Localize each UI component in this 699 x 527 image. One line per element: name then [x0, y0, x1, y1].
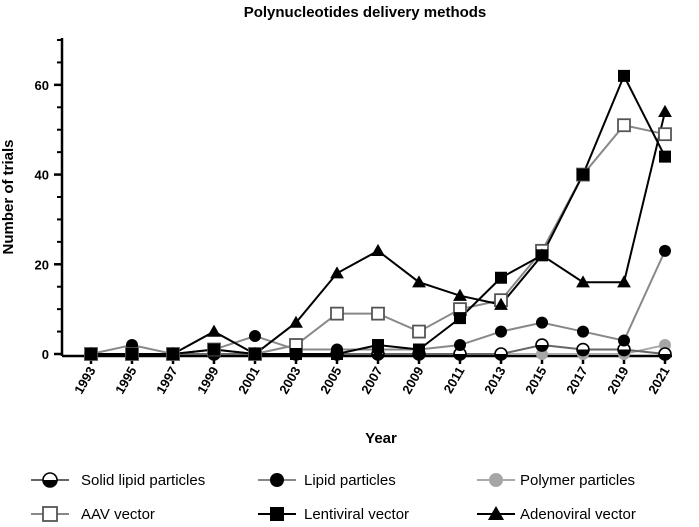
data-point [495, 271, 507, 284]
marker-fill [618, 349, 630, 356]
data-point [371, 306, 385, 321]
data-point [617, 118, 631, 133]
legend-label: Lentiviral vector [304, 506, 409, 523]
series-line [90, 250, 666, 356]
x-tick-label: 1995 [112, 364, 139, 397]
legend-item: Lentiviral vector [258, 506, 409, 523]
data-point [577, 168, 589, 181]
data-point [535, 338, 549, 352]
data-point [618, 334, 630, 347]
data-point [576, 275, 590, 288]
legend-item: Lipid particles [258, 472, 396, 489]
data-point [536, 316, 548, 329]
data-point [207, 324, 221, 337]
legend-item: Polymer particles [477, 472, 635, 489]
data-point [372, 339, 384, 352]
data-point [208, 343, 220, 356]
legend-label: Solid lipid particles [81, 472, 205, 489]
data-point [495, 325, 507, 338]
data-point [617, 342, 631, 357]
x-tick-label: 1999 [194, 364, 221, 397]
data-point [331, 348, 343, 360]
data-point [576, 342, 590, 357]
y-axis-label: Number of trials [0, 139, 17, 254]
x-axis-label: Year [365, 430, 397, 447]
data-point [453, 288, 467, 301]
data-point [290, 348, 302, 360]
data-point [535, 248, 549, 261]
y-tick-label: 40 [35, 168, 49, 183]
legend-marker [42, 472, 58, 488]
data-point [413, 343, 425, 356]
x-tick-label: 1997 [153, 364, 180, 397]
legend-marker [489, 473, 503, 487]
legend-marker [487, 505, 505, 521]
y-tick-label: 60 [35, 78, 49, 93]
legend-label: Adenoviral vector [520, 506, 636, 523]
data-point [659, 244, 671, 257]
data-point [454, 312, 466, 325]
marker-fill [577, 349, 589, 356]
data-point [658, 104, 672, 117]
x-tick-label: 2009 [399, 364, 426, 397]
data-point [249, 330, 261, 343]
data-point [617, 275, 631, 288]
data-point [658, 347, 672, 361]
data-point [166, 347, 180, 360]
legend-marker [42, 506, 58, 522]
data-point [371, 243, 385, 257]
data-point [125, 347, 139, 360]
marker-fill [495, 354, 507, 360]
legend-marker [270, 473, 284, 487]
x-tick-label: 2001 [235, 364, 262, 397]
legend-item: AAV vector [31, 506, 155, 523]
marker-fill [659, 354, 671, 360]
data-point [658, 127, 672, 142]
data-point [659, 150, 671, 163]
data-point [412, 324, 426, 339]
data-point [494, 347, 508, 361]
x-tick-label: 2021 [645, 364, 672, 397]
marker-fill [372, 354, 384, 360]
x-tick-label: 2007 [358, 364, 385, 397]
chart-title: Polynucleotides delivery methods [244, 4, 487, 21]
x-tick-label: 2013 [481, 364, 508, 397]
data-point [289, 315, 303, 328]
data-point [618, 69, 630, 82]
legend-item: Adenoviral vector [477, 505, 636, 523]
data-point [248, 347, 262, 360]
data-point [330, 266, 344, 279]
marker-fill [454, 354, 466, 360]
marker-fill [536, 345, 548, 352]
y-tick-label: 20 [35, 257, 49, 272]
legend-item: Solid lipid particles [31, 472, 205, 489]
x-tick-label: 2017 [563, 364, 590, 397]
x-tick-label: 1993 [71, 364, 98, 397]
legend-marker [270, 507, 284, 521]
marker-fill [43, 480, 57, 487]
data-point [494, 297, 508, 310]
legend-label: AAV vector [81, 506, 155, 523]
y-tick-label: 0 [42, 347, 49, 362]
x-tick-label: 2011 [441, 364, 468, 396]
x-tick-label: 2005 [317, 364, 344, 397]
data-point [577, 325, 589, 338]
legend-label: Lipid particles [304, 472, 396, 489]
data-point [84, 347, 98, 360]
data-point [454, 339, 466, 352]
data-point [412, 275, 426, 288]
x-tick-label: 2015 [522, 364, 549, 397]
x-tick-label: 2003 [276, 364, 303, 397]
x-tick-label: 2019 [604, 364, 631, 397]
legend-label: Polymer particles [520, 472, 635, 489]
data-point [330, 306, 344, 321]
